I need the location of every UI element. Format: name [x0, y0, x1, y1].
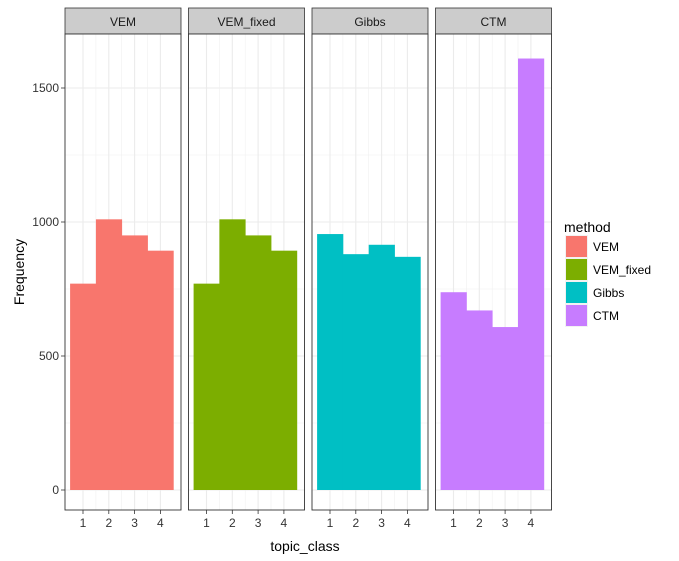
facet-panel-VEM: VEM 1 2 3 4	[64, 7, 182, 530]
legend-label: VEM	[593, 240, 619, 254]
x-axis-title: topic_class	[270, 538, 339, 554]
y-tick-label: 1500	[32, 81, 59, 95]
y-axis: 0 500 1000 1500	[32, 81, 65, 497]
bar-VEM-2	[95, 219, 123, 490]
x-tick-label: 4	[528, 516, 535, 530]
facet-panel-VEM_fixed: VEM_fixed 1 2 3 4	[188, 7, 305, 530]
y-axis-title: Frequency	[11, 239, 27, 305]
bar-Gibbs-1	[317, 234, 344, 490]
legend-key-swatch	[566, 305, 587, 326]
bar-VEM_fixed-2	[219, 219, 246, 490]
bar-Gibbs-3	[368, 244, 395, 490]
x-tick-label: 1	[450, 516, 457, 530]
legend-key-swatch	[566, 259, 587, 280]
facet-strip	[188, 7, 305, 35]
panel-border	[311, 33, 429, 511]
legend: method VEM VEM_fixed Gibbs CTM	[564, 219, 651, 327]
x-tick-label: 1	[80, 516, 87, 530]
legend-label: CTM	[593, 309, 619, 323]
x-tick-label: 1	[203, 516, 210, 530]
bar-VEM_fixed-3	[245, 235, 272, 490]
facet-panel-CTM: CTM 1 2 3 4	[435, 7, 552, 530]
x-tick-label: 3	[378, 516, 385, 530]
x-tick-label: 1	[327, 516, 334, 530]
x-tick-label: 2	[352, 516, 359, 530]
bar-VEM-4	[147, 250, 174, 490]
panel-border	[435, 33, 552, 511]
facet-strip	[64, 7, 182, 35]
x-tick-label: 3	[502, 516, 509, 530]
facet-panels: VEM 1 2 3 4 VEM_fixed 1 2 3 4 Gibbs 1 2 3 4 CTM 1 2 3 4	[64, 7, 552, 530]
legend-item-Gibbs: Gibbs	[565, 281, 624, 304]
facet-strip-label: VEM_fixed	[217, 15, 275, 29]
legend-item-VEM: VEM	[565, 235, 619, 258]
y-tick-label: 0	[52, 483, 59, 497]
bar-CTM-4	[518, 58, 545, 491]
bar-VEM-1	[70, 283, 97, 490]
bar-VEM_fixed-1	[193, 283, 220, 490]
x-tick-label: 4	[157, 516, 164, 530]
facet-strip-label: CTM	[481, 15, 507, 29]
legend-item-CTM: CTM	[565, 304, 619, 327]
facet-strip-label: VEM	[110, 15, 136, 29]
legend-items: VEM VEM_fixed Gibbs CTM	[565, 235, 651, 327]
x-tick-label: 2	[105, 516, 112, 530]
bar-Gibbs-2	[342, 254, 370, 490]
facet-panel-Gibbs: Gibbs 1 2 3 4	[311, 7, 429, 530]
x-tick-label: 3	[255, 516, 262, 530]
legend-title: method	[564, 219, 611, 235]
x-tick-label: 4	[404, 516, 411, 530]
bar-CTM-1	[440, 292, 467, 490]
legend-item-VEM_fixed: VEM_fixed	[565, 258, 651, 281]
bar-CTM-3	[492, 327, 519, 490]
legend-key-swatch	[566, 282, 587, 303]
bar-CTM-2	[466, 310, 493, 490]
y-tick-label: 1000	[32, 215, 59, 229]
legend-label: VEM_fixed	[593, 263, 651, 277]
x-tick-label: 3	[131, 516, 138, 530]
bar-VEM_fixed-4	[271, 250, 298, 490]
bar-VEM-3	[121, 235, 148, 490]
panel-border	[188, 33, 305, 511]
legend-key-swatch	[566, 236, 587, 257]
y-tick-label: 500	[39, 349, 59, 363]
facet-strip-label: Gibbs	[354, 15, 385, 29]
bar-Gibbs-4	[394, 256, 421, 490]
x-tick-label: 4	[281, 516, 288, 530]
panel-border	[64, 33, 182, 511]
x-tick-label: 2	[229, 516, 236, 530]
x-tick-label: 2	[476, 516, 483, 530]
legend-label: Gibbs	[593, 286, 624, 300]
